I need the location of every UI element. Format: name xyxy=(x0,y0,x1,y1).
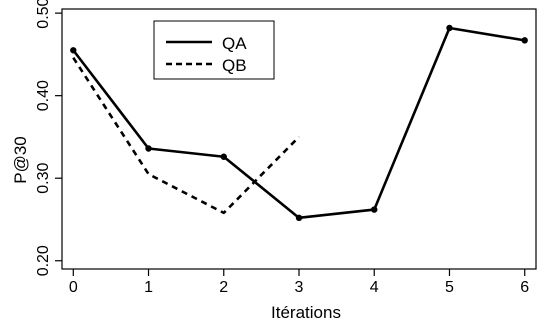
y-tick-label: 0.40 xyxy=(35,80,52,111)
y-axis-label: P@30 xyxy=(11,136,30,184)
series-line-qa xyxy=(72,26,525,220)
x-tick-label: 4 xyxy=(370,279,379,296)
x-tick-label: 2 xyxy=(219,279,228,296)
data-point-qa xyxy=(295,214,303,222)
x-axis-label: Itérations xyxy=(271,303,341,322)
y-tick-label: 0.30 xyxy=(35,163,52,194)
legend-box xyxy=(153,20,275,80)
legend-label-qb: QB xyxy=(222,56,247,75)
x-tick-label: 1 xyxy=(144,279,153,296)
data-point-qa xyxy=(446,24,453,32)
data-point-qa xyxy=(371,206,378,213)
data-point-qa xyxy=(70,47,77,54)
series-layer xyxy=(70,24,528,222)
data-point-qa xyxy=(145,145,152,152)
data-point-qa xyxy=(220,153,227,160)
x-tick-label: 6 xyxy=(520,279,529,296)
legend: QA QB xyxy=(153,20,275,80)
axes: 0 1 2 3 4 5 6 0.20 0.30 0.40 0.50 xyxy=(35,0,529,296)
x-tick-label: 5 xyxy=(445,279,454,296)
x-tick-label: 3 xyxy=(295,279,304,296)
series-line-qb xyxy=(72,56,300,215)
data-point-qa xyxy=(521,37,528,44)
y-tick-label: 0.20 xyxy=(35,245,52,276)
y-tick-label: 0.50 xyxy=(35,0,52,29)
legend-label-qa: QA xyxy=(222,34,247,53)
plot-frame xyxy=(61,8,537,270)
x-tick-label: 0 xyxy=(69,279,78,296)
